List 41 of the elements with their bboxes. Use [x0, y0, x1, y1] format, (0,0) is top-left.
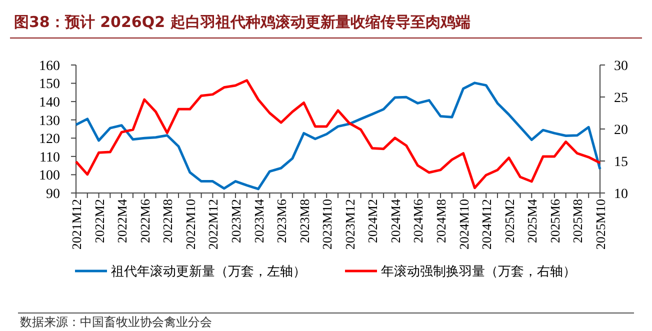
y-tick-label: 90: [46, 186, 60, 202]
x-tick-label: 2024M8: [434, 199, 449, 244]
legend-label: 年滚动强制换羽量（万套，右轴）: [381, 264, 576, 280]
x-tick-label: 2023M2: [228, 199, 244, 244]
x-tick-label: 2023M6: [274, 198, 290, 244]
source-note: 数据来源：中国畜牧业协会禽业分会: [20, 315, 212, 329]
x-tick-label: 2022M8: [160, 199, 176, 244]
x-tick-label: 2022M4: [114, 198, 130, 244]
x-tick-label: 2022M10: [182, 199, 198, 250]
y2-tick-label: 10: [614, 186, 628, 202]
x-tick-label: 2024M12: [479, 199, 494, 250]
x-tick-label: 2022M2: [92, 199, 107, 244]
x-tick-label: 2025M10: [593, 199, 608, 250]
x-tick-label: 2025M2: [502, 199, 517, 244]
y-tick-label: 150: [39, 77, 60, 92]
x-tick-label: 2022M6: [137, 198, 152, 244]
x-tick-label: 2024M4: [388, 198, 403, 244]
y2-tick-label: 25: [614, 90, 628, 106]
legend-label: 祖代年滚动更新量（万套，左轴）: [111, 264, 306, 280]
y2-tick-label: 30: [614, 58, 628, 74]
chart-title: 图38：预计 2026Q2 起白羽祖代种鸡滚动更新量收缩传导至肉鸡端: [14, 13, 470, 31]
y-tick-label: 100: [39, 168, 60, 184]
x-tick-label: 2023M4: [251, 198, 266, 244]
x-tick-label: 2025M4: [524, 198, 540, 244]
x-tick-label: 2024M6: [410, 198, 426, 244]
x-tick-label: 2024M2: [365, 199, 380, 244]
y-tick-label: 140: [39, 95, 60, 110]
y-tick-label: 130: [39, 114, 60, 129]
y2-tick-label: 20: [614, 122, 628, 138]
x-tick-label: 2022M12: [206, 199, 221, 250]
x-tick-label: 2023M10: [320, 199, 335, 250]
x-tick-label: 2023M12: [342, 199, 358, 250]
x-tick-label: 2024M10: [456, 199, 472, 250]
y-tick-label: 160: [39, 58, 60, 74]
y-tick-label: 110: [40, 150, 60, 166]
y-tick-label: 120: [39, 132, 60, 148]
x-tick-label: 2025M6: [547, 198, 562, 244]
x-tick-label: 2021M12: [69, 199, 84, 250]
x-tick-label: 2023M8: [296, 199, 312, 244]
x-tick-label: 2025M8: [570, 199, 586, 244]
y2-tick-label: 15: [614, 154, 628, 170]
